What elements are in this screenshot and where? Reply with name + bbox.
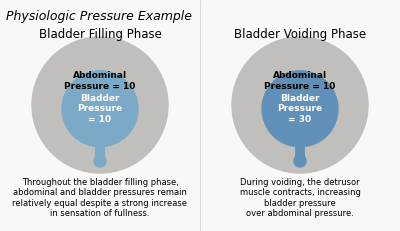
Bar	[95, 132, 105, 161]
Text: Physiologic Pressure Example: Physiologic Pressure Example	[6, 10, 192, 23]
Text: Abdominal
Pressure = 10: Abdominal Pressure = 10	[264, 72, 336, 91]
Bar	[295, 132, 305, 161]
Circle shape	[294, 155, 306, 167]
Text: Bladder
Pressure
= 30: Bladder Pressure = 30	[278, 94, 322, 124]
Circle shape	[94, 155, 106, 167]
Text: Bladder
Pressure
= 10: Bladder Pressure = 10	[78, 94, 122, 124]
Circle shape	[232, 37, 368, 173]
Text: Abdominal
Pressure = 10: Abdominal Pressure = 10	[64, 72, 136, 91]
Text: Bladder Voiding Phase: Bladder Voiding Phase	[234, 28, 366, 41]
Text: During voiding, the detrusor
muscle contracts, increasing
bladder pressure
over : During voiding, the detrusor muscle cont…	[240, 178, 360, 218]
Text: Bladder Filling Phase: Bladder Filling Phase	[38, 28, 162, 41]
Circle shape	[32, 37, 168, 173]
Circle shape	[62, 71, 138, 147]
Circle shape	[262, 71, 338, 147]
Text: Throughout the bladder filling phase,
abdominal and bladder pressures remain
rel: Throughout the bladder filling phase, ab…	[12, 178, 188, 218]
